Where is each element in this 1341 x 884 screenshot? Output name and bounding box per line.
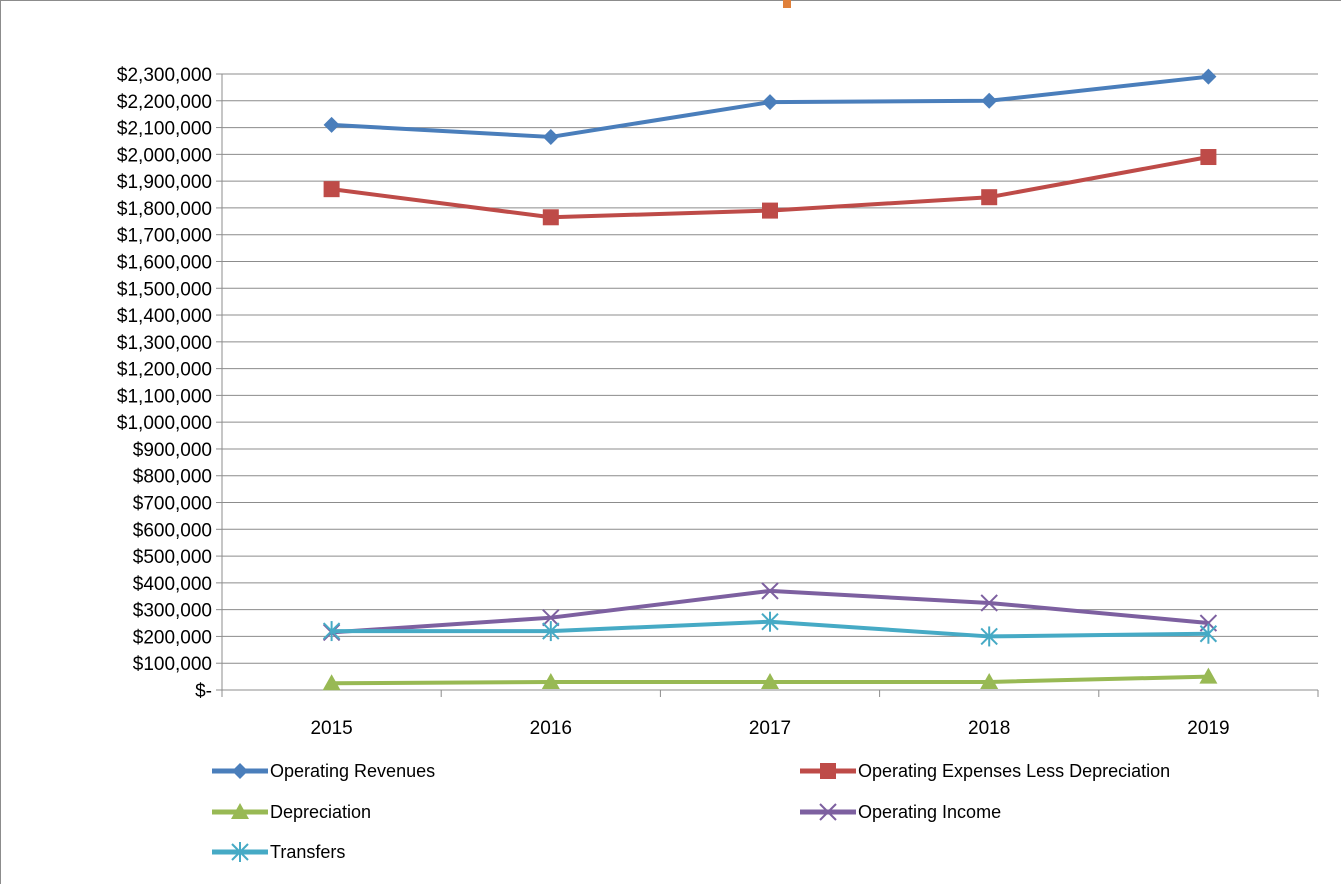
y-tick-label: $1,400,000 — [117, 306, 212, 327]
y-tick-label: $1,600,000 — [117, 252, 212, 273]
legend-swatch-marker — [819, 803, 837, 821]
legend-swatch-marker — [231, 842, 249, 862]
legend-swatch-marker — [232, 763, 248, 779]
data-point — [981, 189, 998, 206]
legend-label: Transfers — [270, 842, 345, 862]
data-point — [761, 672, 779, 689]
x-tick-label: 2019 — [1187, 718, 1229, 739]
legend-entry: Transfers — [212, 842, 345, 862]
y-tick-label: $700,000 — [133, 494, 212, 515]
legend-swatch-marker — [820, 763, 836, 779]
data-point — [542, 608, 560, 627]
y-tick-label: $1,200,000 — [117, 360, 212, 381]
y-axis-tick-labels: $- $100,000 $200,000 $300,000 $400,000 $500,0… — [117, 65, 212, 702]
legend-entry: Depreciation — [212, 802, 371, 822]
data-point — [1200, 68, 1217, 85]
series-3 — [322, 582, 1218, 642]
y-tick-label: $1,800,000 — [117, 199, 212, 220]
data-point — [1200, 149, 1217, 166]
data-point — [761, 582, 779, 600]
data-point — [323, 116, 340, 133]
series-2 — [322, 667, 1218, 691]
data-point — [981, 92, 998, 109]
y-tick-label: $1,900,000 — [117, 172, 212, 193]
x-axis-tick-labels: 2015 2016 2017 2018 2019 — [310, 718, 1229, 739]
x-tick-label: 2018 — [968, 718, 1010, 739]
data-point — [323, 181, 340, 198]
y-tick-label: $- — [195, 681, 212, 702]
axes — [216, 73, 1319, 697]
x-tick-label: 2016 — [530, 718, 572, 739]
legend-label: Operating Income — [858, 802, 1001, 822]
x-tick-label: 2017 — [749, 718, 791, 739]
legend-swatch-marker — [231, 803, 249, 819]
series-lines — [322, 68, 1218, 691]
y-tick-label: $300,000 — [133, 601, 212, 622]
y-tick-label: $1,700,000 — [117, 226, 212, 247]
y-tick-label: $600,000 — [133, 520, 212, 541]
gridlines — [222, 73, 1318, 664]
data-point — [542, 128, 559, 145]
x-tick-label: 2015 — [310, 718, 352, 739]
y-tick-label: $1,100,000 — [117, 386, 212, 407]
data-point — [761, 611, 779, 632]
data-point — [1199, 623, 1218, 644]
legend: Operating Revenues Operating Expenses Les… — [212, 761, 1170, 862]
legend-label: Operating Revenues — [270, 761, 435, 781]
legend-label: Depreciation — [270, 802, 371, 822]
data-point — [541, 672, 560, 689]
data-point — [322, 674, 341, 691]
data-point — [762, 202, 778, 219]
data-point — [542, 209, 559, 226]
series-4 — [322, 611, 1218, 647]
y-tick-label: $800,000 — [133, 467, 212, 488]
data-point — [762, 94, 778, 111]
y-tick-label: $1,300,000 — [117, 333, 212, 354]
legend-entry: Operating Income — [800, 802, 1001, 822]
top-accent-mark — [783, 0, 791, 8]
y-tick-label: $2,300,000 — [117, 65, 212, 86]
y-tick-label: $2,000,000 — [117, 145, 212, 166]
legend-entry: Operating Expenses Less Depreciation — [800, 761, 1170, 781]
data-point — [322, 621, 341, 642]
legend-label: Operating Expenses Less Depreciation — [858, 761, 1170, 781]
data-point — [980, 594, 998, 612]
y-tick-label: $200,000 — [133, 627, 212, 648]
data-point — [1199, 667, 1218, 684]
series-1 — [323, 149, 1217, 226]
y-tick-label: $1,500,000 — [117, 279, 212, 300]
legend-entry: Operating Revenues — [212, 761, 435, 781]
y-tick-label: $2,100,000 — [117, 119, 212, 140]
y-tick-label: $500,000 — [133, 547, 212, 568]
data-point — [980, 626, 998, 647]
y-tick-label: $100,000 — [133, 654, 212, 675]
data-point — [980, 672, 999, 689]
y-tick-label: $900,000 — [133, 440, 212, 461]
data-point — [542, 621, 560, 642]
y-tick-label: $2,200,000 — [117, 92, 212, 113]
y-tick-label: $400,000 — [133, 574, 212, 595]
series-0 — [323, 68, 1217, 145]
y-tick-label: $1,000,000 — [117, 413, 212, 434]
